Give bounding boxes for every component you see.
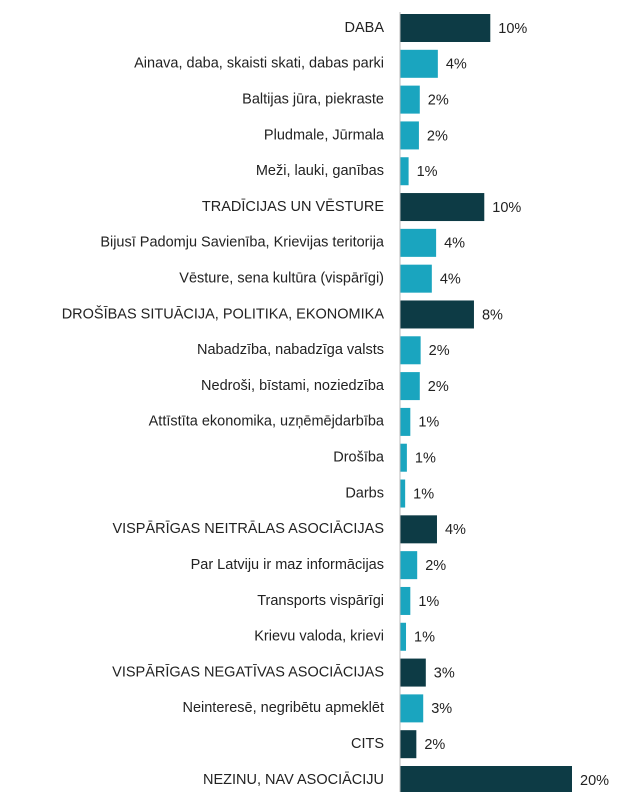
- bar: [400, 658, 426, 687]
- bar: [400, 336, 421, 365]
- bar: [400, 730, 417, 759]
- value-label: 1%: [418, 594, 439, 610]
- value-label: 10%: [498, 21, 527, 37]
- bar: [400, 121, 419, 150]
- category-label: Transports vispārīgi: [257, 593, 384, 609]
- category-label: TRADĪCIJAS UN VĒSTURE: [202, 199, 384, 215]
- category-label: Par Latviju ir maz informācijas: [191, 557, 384, 573]
- value-label: 3%: [431, 701, 452, 717]
- value-label: 1%: [415, 451, 436, 467]
- category-label: Baltijas jūra, piekraste: [242, 91, 384, 107]
- value-label: 1%: [417, 164, 438, 180]
- value-label: 2%: [428, 379, 449, 395]
- category-label: Attīstīta ekonomika, uzņēmējdarbība: [149, 414, 385, 430]
- category-label: Krievu valoda, krievi: [254, 629, 384, 645]
- bar: [400, 443, 407, 472]
- category-label: Bijusī Padomju Savienība, Krievijas teri…: [100, 235, 385, 251]
- value-label: 1%: [413, 486, 434, 502]
- value-label: 2%: [429, 343, 450, 359]
- bar: [400, 479, 406, 508]
- category-label: CITS: [351, 736, 384, 752]
- value-label: 3%: [434, 665, 455, 681]
- value-label: 20%: [580, 773, 609, 789]
- bar: [400, 300, 474, 329]
- category-label: Neinteresē, negribētu apmeklēt: [182, 700, 384, 716]
- value-label: 4%: [446, 57, 467, 73]
- bar: [400, 264, 432, 293]
- value-label: 8%: [482, 307, 503, 323]
- value-label: 10%: [492, 200, 521, 216]
- category-label: VISPĀRĪGAS NEITRĀLAS ASOCIĀCIJAS: [112, 521, 384, 537]
- value-label: 1%: [414, 630, 435, 646]
- bar: [400, 193, 485, 222]
- value-label: 2%: [425, 558, 446, 574]
- value-label: 1%: [418, 415, 439, 431]
- bar: [400, 407, 411, 436]
- bar: [400, 551, 418, 580]
- value-label: 2%: [427, 128, 448, 144]
- category-label: Darbs: [345, 485, 384, 501]
- category-label: DROŠĪBAS SITUĀCIJA, POLITIKA, EKONOMIKA: [62, 305, 385, 322]
- bar: [400, 157, 409, 186]
- category-label: Vēsture, sena kultūra (vispārīgi): [179, 270, 384, 286]
- value-label: 4%: [444, 236, 465, 252]
- category-label: Nabadzība, nabadzīga valsts: [197, 342, 384, 358]
- bar: [400, 85, 420, 114]
- value-label: 2%: [428, 92, 449, 108]
- category-label: Nedroši, bīstami, noziedzība: [201, 378, 385, 394]
- bar: [400, 622, 407, 651]
- value-label: 2%: [424, 737, 445, 753]
- category-label: Pludmale, Jūrmala: [264, 127, 385, 143]
- bar: [400, 228, 437, 257]
- bar: [400, 766, 572, 792]
- bar: [400, 515, 437, 544]
- category-label: Meži, lauki, ganības: [256, 163, 384, 179]
- category-label: VISPĀRĪGAS NEGATĪVAS ASOCIĀCIJAS: [112, 664, 384, 680]
- category-label: Drošība: [333, 450, 385, 466]
- bar: [400, 694, 424, 723]
- category-label: NEZINU, NAV ASOCIĀCIJU: [203, 772, 384, 788]
- category-label: Ainava, daba, skaisti skati, dabas parki: [134, 56, 384, 72]
- bar: [400, 372, 420, 401]
- value-label: 4%: [440, 271, 461, 287]
- bar: [400, 14, 491, 42]
- value-label: 4%: [445, 522, 466, 538]
- bar: [400, 49, 438, 78]
- bar: [400, 586, 411, 615]
- category-label: DABA: [345, 20, 385, 36]
